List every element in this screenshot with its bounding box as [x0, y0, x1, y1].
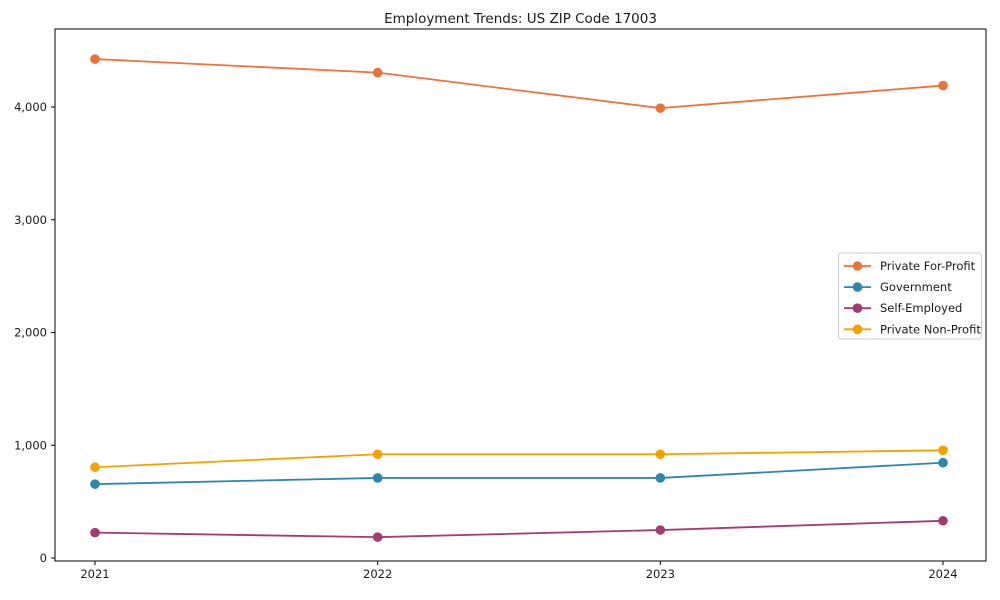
data-point-self-employed-2021	[90, 527, 100, 538]
chart-title: Employment Trends: US ZIP Code 17003	[384, 11, 657, 27]
x-tick-label: 2022	[363, 567, 392, 581]
line-government	[94, 461, 944, 486]
data-point-self-employed-2022	[372, 532, 383, 542]
series-government	[90, 457, 948, 489]
data-point-private-for-profit-2021	[90, 54, 100, 64]
line-self-employed	[94, 519, 944, 539]
legend-label: Government	[880, 280, 952, 294]
data-point-self-employed-2024	[938, 515, 948, 526]
plot-area: 0 1,000 2,000 3,000 4,000 2021 2022 2023 2024 Pri…	[14, 28, 987, 581]
y-tick-label: 3,000	[14, 213, 47, 227]
legend-box	[838, 252, 982, 340]
data-point-government-2024	[938, 457, 948, 468]
data-point-private-non-profit-2024	[938, 445, 948, 456]
legend-item-private-non-profit: Private Non-Profit	[844, 322, 981, 336]
legend-marker-government	[852, 282, 863, 292]
line-private-for-profit	[94, 58, 944, 110]
data-point-private-for-profit-2023	[655, 103, 666, 113]
data-point-private-for-profit-2022	[372, 67, 383, 78]
y-tick-label: 4,000	[14, 100, 47, 114]
x-tick-label: 2024	[928, 567, 957, 581]
legend-marker-private-for-profit	[852, 261, 863, 271]
data-point-government-2023	[655, 473, 666, 483]
y-tick-label: 1,000	[14, 438, 47, 452]
series-private-non-profit	[90, 445, 948, 473]
legend-item-government: Government	[844, 280, 952, 294]
data-point-government-2021	[90, 479, 100, 489]
legend-label: Self-Employed	[880, 301, 962, 315]
data-point-private-non-profit-2022	[372, 449, 383, 460]
series-self-employed	[90, 515, 948, 542]
x-tick-label: 2023	[646, 567, 675, 581]
legend-label: Private For-Profit	[880, 259, 976, 273]
legend-item-self-employed: Self-Employed	[844, 301, 962, 315]
x-tick-label: 2021	[80, 567, 109, 581]
line-private-non-profit	[94, 449, 944, 469]
series-private-for-profit	[90, 54, 948, 113]
data-point-private-non-profit-2021	[90, 462, 100, 473]
legend-marker-self-employed	[852, 303, 863, 314]
data-point-government-2022	[372, 473, 383, 483]
legend: Private For-Profit Government Self-Employe…	[838, 252, 982, 340]
data-point-private-for-profit-2024	[938, 80, 948, 91]
y-tick-label: 0	[40, 551, 47, 565]
data-point-private-non-profit-2023	[655, 449, 666, 460]
legend-item-private-for-profit: Private For-Profit	[844, 259, 976, 273]
plot-frame	[54, 28, 987, 562]
legend-label: Private Non-Profit	[880, 322, 981, 336]
legend-marker-private-non-profit	[852, 324, 863, 335]
y-tick-label: 2,000	[14, 326, 47, 340]
data-point-self-employed-2023	[655, 525, 666, 535]
